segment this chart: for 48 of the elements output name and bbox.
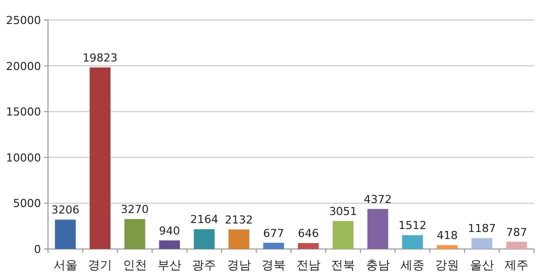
x-tick-label: 경기 (88, 258, 112, 272)
bar (124, 219, 146, 249)
bar (332, 221, 354, 249)
x-tick-label: 인천 (122, 258, 147, 272)
bar (298, 243, 319, 249)
bar (402, 235, 423, 249)
bar (54, 220, 76, 249)
y-tick-label: 20000 (6, 60, 41, 73)
data-label: 4372 (364, 192, 392, 206)
x-tick-label: 강원 (435, 258, 460, 272)
data-label: 2132 (224, 213, 253, 226)
data-label: 677 (263, 226, 284, 240)
data-label: 940 (159, 224, 180, 238)
data-label: 1187 (468, 222, 496, 236)
bar (159, 240, 180, 249)
bar (367, 208, 388, 249)
y-tick-label: 15000 (6, 106, 41, 119)
data-label: 1512 (398, 219, 426, 232)
y-tick-label: 10000 (6, 151, 41, 164)
data-label: 3051 (329, 205, 358, 218)
data-label: 3206 (51, 204, 80, 217)
bar (194, 229, 215, 249)
x-tick-label: 세종 (400, 258, 424, 272)
data-label: 3270 (120, 203, 149, 216)
x-tick-label: 광주 (192, 258, 216, 272)
bar (506, 242, 528, 249)
y-tick-label: 25000 (6, 14, 41, 27)
x-tick-label: 서울 (53, 258, 78, 272)
bar (90, 67, 110, 249)
x-tick-label: 부산 (158, 258, 182, 272)
y-tick-label: 0 (34, 243, 41, 256)
x-tick-label: 울산 (470, 258, 494, 272)
y-tick-label: 5000 (13, 197, 41, 210)
bar (436, 245, 458, 249)
data-label: 418 (436, 229, 458, 242)
x-tick-label: 전남 (296, 258, 320, 272)
data-label: 19823 (82, 51, 118, 64)
x-tick-label: 전북 (331, 258, 356, 272)
x-tick-label: 제주 (504, 258, 529, 272)
bar (228, 229, 250, 249)
data-label: 646 (298, 227, 319, 240)
x-tick-label: 경남 (226, 258, 251, 272)
data-label: 787 (506, 226, 528, 239)
bar (472, 238, 492, 249)
x-tick-label: 충남 (366, 258, 390, 272)
bar (263, 242, 284, 249)
data-label: 2164 (190, 213, 218, 226)
x-tick-label: 경북 (262, 258, 286, 272)
